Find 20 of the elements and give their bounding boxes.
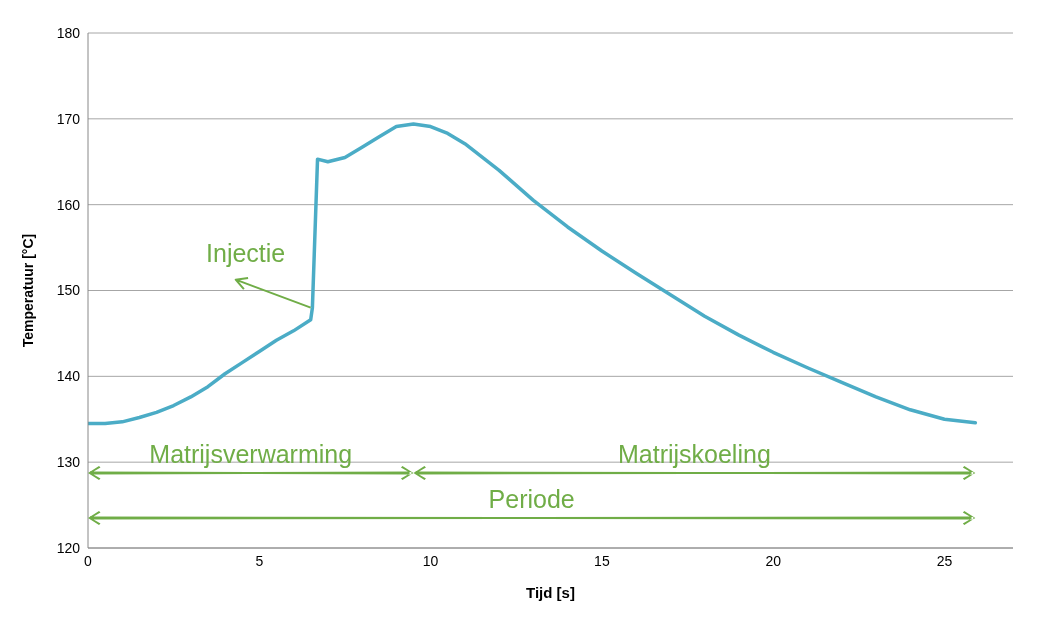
y-tick-label: 120 [56,539,81,556]
y-tick-label: 180 [56,24,81,41]
x-tick-label: 10 [422,552,439,569]
x-axis-title: Tijd [s] [526,584,575,601]
y-tick-label: 140 [56,368,81,385]
x-tick-label: 5 [255,552,264,569]
annotation: Periode [488,485,575,513]
y-axis-title: Temperatuur [°C] [19,233,36,348]
x-tick-label: 0 [84,552,93,569]
annotation: Injectie [206,238,286,267]
line-series [88,122,978,426]
y-tick-label: 150 [56,282,81,299]
annotation: Matrijskoeling [617,440,771,468]
annotation: Matrijsverwarming [149,440,353,468]
x-tick-label: 25 [936,552,953,569]
y-tick-label: 160 [56,196,81,213]
x-tick-label: 20 [765,552,782,569]
x-tick-label: 15 [594,552,610,569]
y-tick-label: 130 [56,454,81,471]
y-tick-label: 170 [56,110,81,127]
